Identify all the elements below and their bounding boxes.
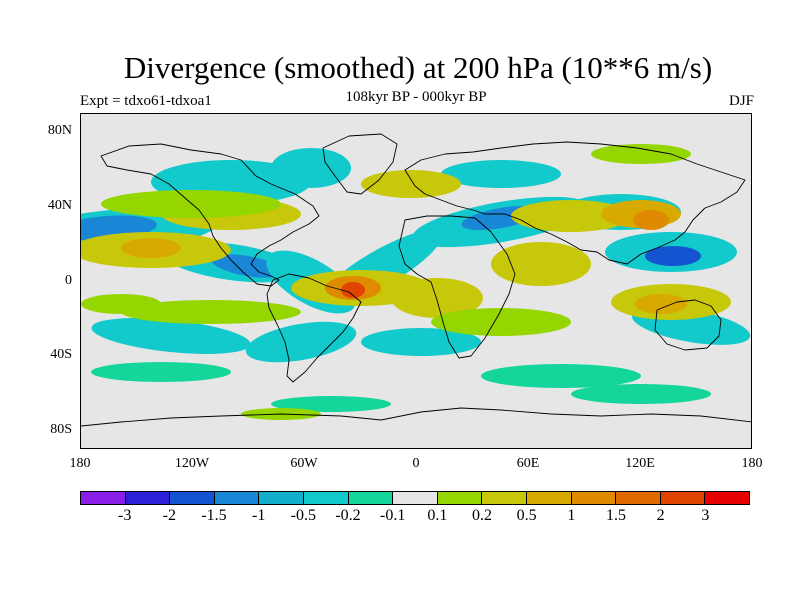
colorbar-swatch — [526, 492, 572, 504]
antarctica-coast — [81, 407, 751, 427]
colorbar-swatch — [616, 492, 661, 504]
divergence-region — [211, 254, 283, 278]
colorbar-swatch — [393, 492, 438, 504]
divergence-region — [511, 200, 631, 232]
lat-tick-80s: 80S — [50, 422, 72, 437]
colorbar-swatch — [125, 492, 171, 504]
colorbar-swatch — [571, 492, 617, 504]
period-subtitle: 108kyr BP - 000kyr BP — [345, 89, 487, 105]
colorbar-label: 3 — [701, 507, 710, 524]
divergence-region — [635, 294, 687, 314]
colorbar-label: -0.2 — [335, 507, 361, 524]
coastlines — [81, 133, 751, 427]
divergence-region — [245, 321, 357, 363]
colorbar-label: -0.5 — [290, 507, 316, 524]
colorbar-label: -1.5 — [201, 507, 227, 524]
colorbar-label: -3 — [117, 507, 132, 524]
colorbar-label: -1 — [251, 507, 266, 524]
south-america-coast — [266, 273, 362, 383]
colorbar-swatch — [214, 492, 260, 504]
colorbar-swatch — [259, 492, 304, 504]
divergence-region — [271, 148, 351, 188]
divergence-region — [491, 242, 591, 286]
experiment-label: Expt = tdxo61-tdxoa1 — [80, 93, 212, 109]
map-panel — [80, 113, 752, 449]
lon-tick-120e: 120E — [625, 456, 655, 471]
divergence-region — [121, 300, 301, 324]
divergence-region — [101, 190, 281, 218]
divergence-region — [481, 364, 641, 388]
divergence-region — [441, 160, 561, 188]
colorbar-swatch — [482, 492, 527, 504]
north-america-coast — [100, 143, 320, 287]
colorbar-swatch — [437, 492, 483, 504]
divergence-region — [121, 238, 181, 258]
lat-tick-40n: 40N — [47, 198, 72, 213]
lat-tick-80n: 80N — [47, 123, 72, 138]
lon-tick-120w: 120W — [174, 456, 210, 471]
divergence-region — [91, 318, 251, 354]
colorbar-swatch — [170, 492, 215, 504]
lon-tick-180e: 180 — [741, 456, 763, 471]
divergence-map — [81, 114, 751, 448]
divergence-region — [645, 246, 701, 266]
divergence-region — [271, 396, 391, 412]
divergence-field — [81, 144, 751, 420]
eurasia-coast — [404, 141, 746, 265]
season-label: DJF — [728, 93, 754, 109]
divergence-region — [361, 328, 481, 356]
australia-coast — [654, 299, 722, 351]
divergence-region — [633, 210, 669, 230]
colorbar — [80, 491, 750, 505]
lon-tick-180w: 180 — [69, 456, 91, 471]
divergence-region — [81, 294, 161, 314]
colorbar-swatch — [348, 492, 394, 504]
colorbar-label: 2 — [656, 507, 665, 524]
divergence-region — [361, 170, 461, 198]
lat-tick-40s: 40S — [50, 347, 72, 362]
divergence-region — [91, 362, 231, 382]
colorbar-label: -2 — [162, 507, 176, 524]
colorbar-swatch — [705, 492, 749, 504]
lat-tick-0: 0 — [65, 273, 72, 288]
divergence-region — [571, 384, 711, 404]
greenland-coast — [322, 133, 398, 195]
colorbar-label: 1 — [567, 507, 576, 524]
colorbar-label: 0.2 — [472, 507, 492, 524]
lon-tick-0: 0 — [412, 456, 420, 471]
divergence-region — [391, 278, 483, 318]
divergence-region — [431, 308, 571, 336]
colorbar-swatch — [81, 492, 126, 504]
divergence-region — [341, 282, 365, 298]
colorbar-label: 0.1 — [427, 507, 448, 524]
chart-title: Divergence (smoothed) at 200 hPa (10**6 … — [123, 50, 713, 85]
africa-coast — [398, 215, 516, 359]
divergence-region — [591, 144, 691, 164]
colorbar-label: -0.1 — [379, 507, 406, 524]
colorbar-swatch — [660, 492, 706, 504]
lon-tick-60e: 60E — [516, 456, 540, 471]
colorbar-label: 1.5 — [606, 507, 626, 524]
colorbar-swatch — [303, 492, 349, 504]
lon-tick-60w: 60W — [290, 456, 318, 471]
colorbar-label: 0.5 — [516, 507, 537, 524]
